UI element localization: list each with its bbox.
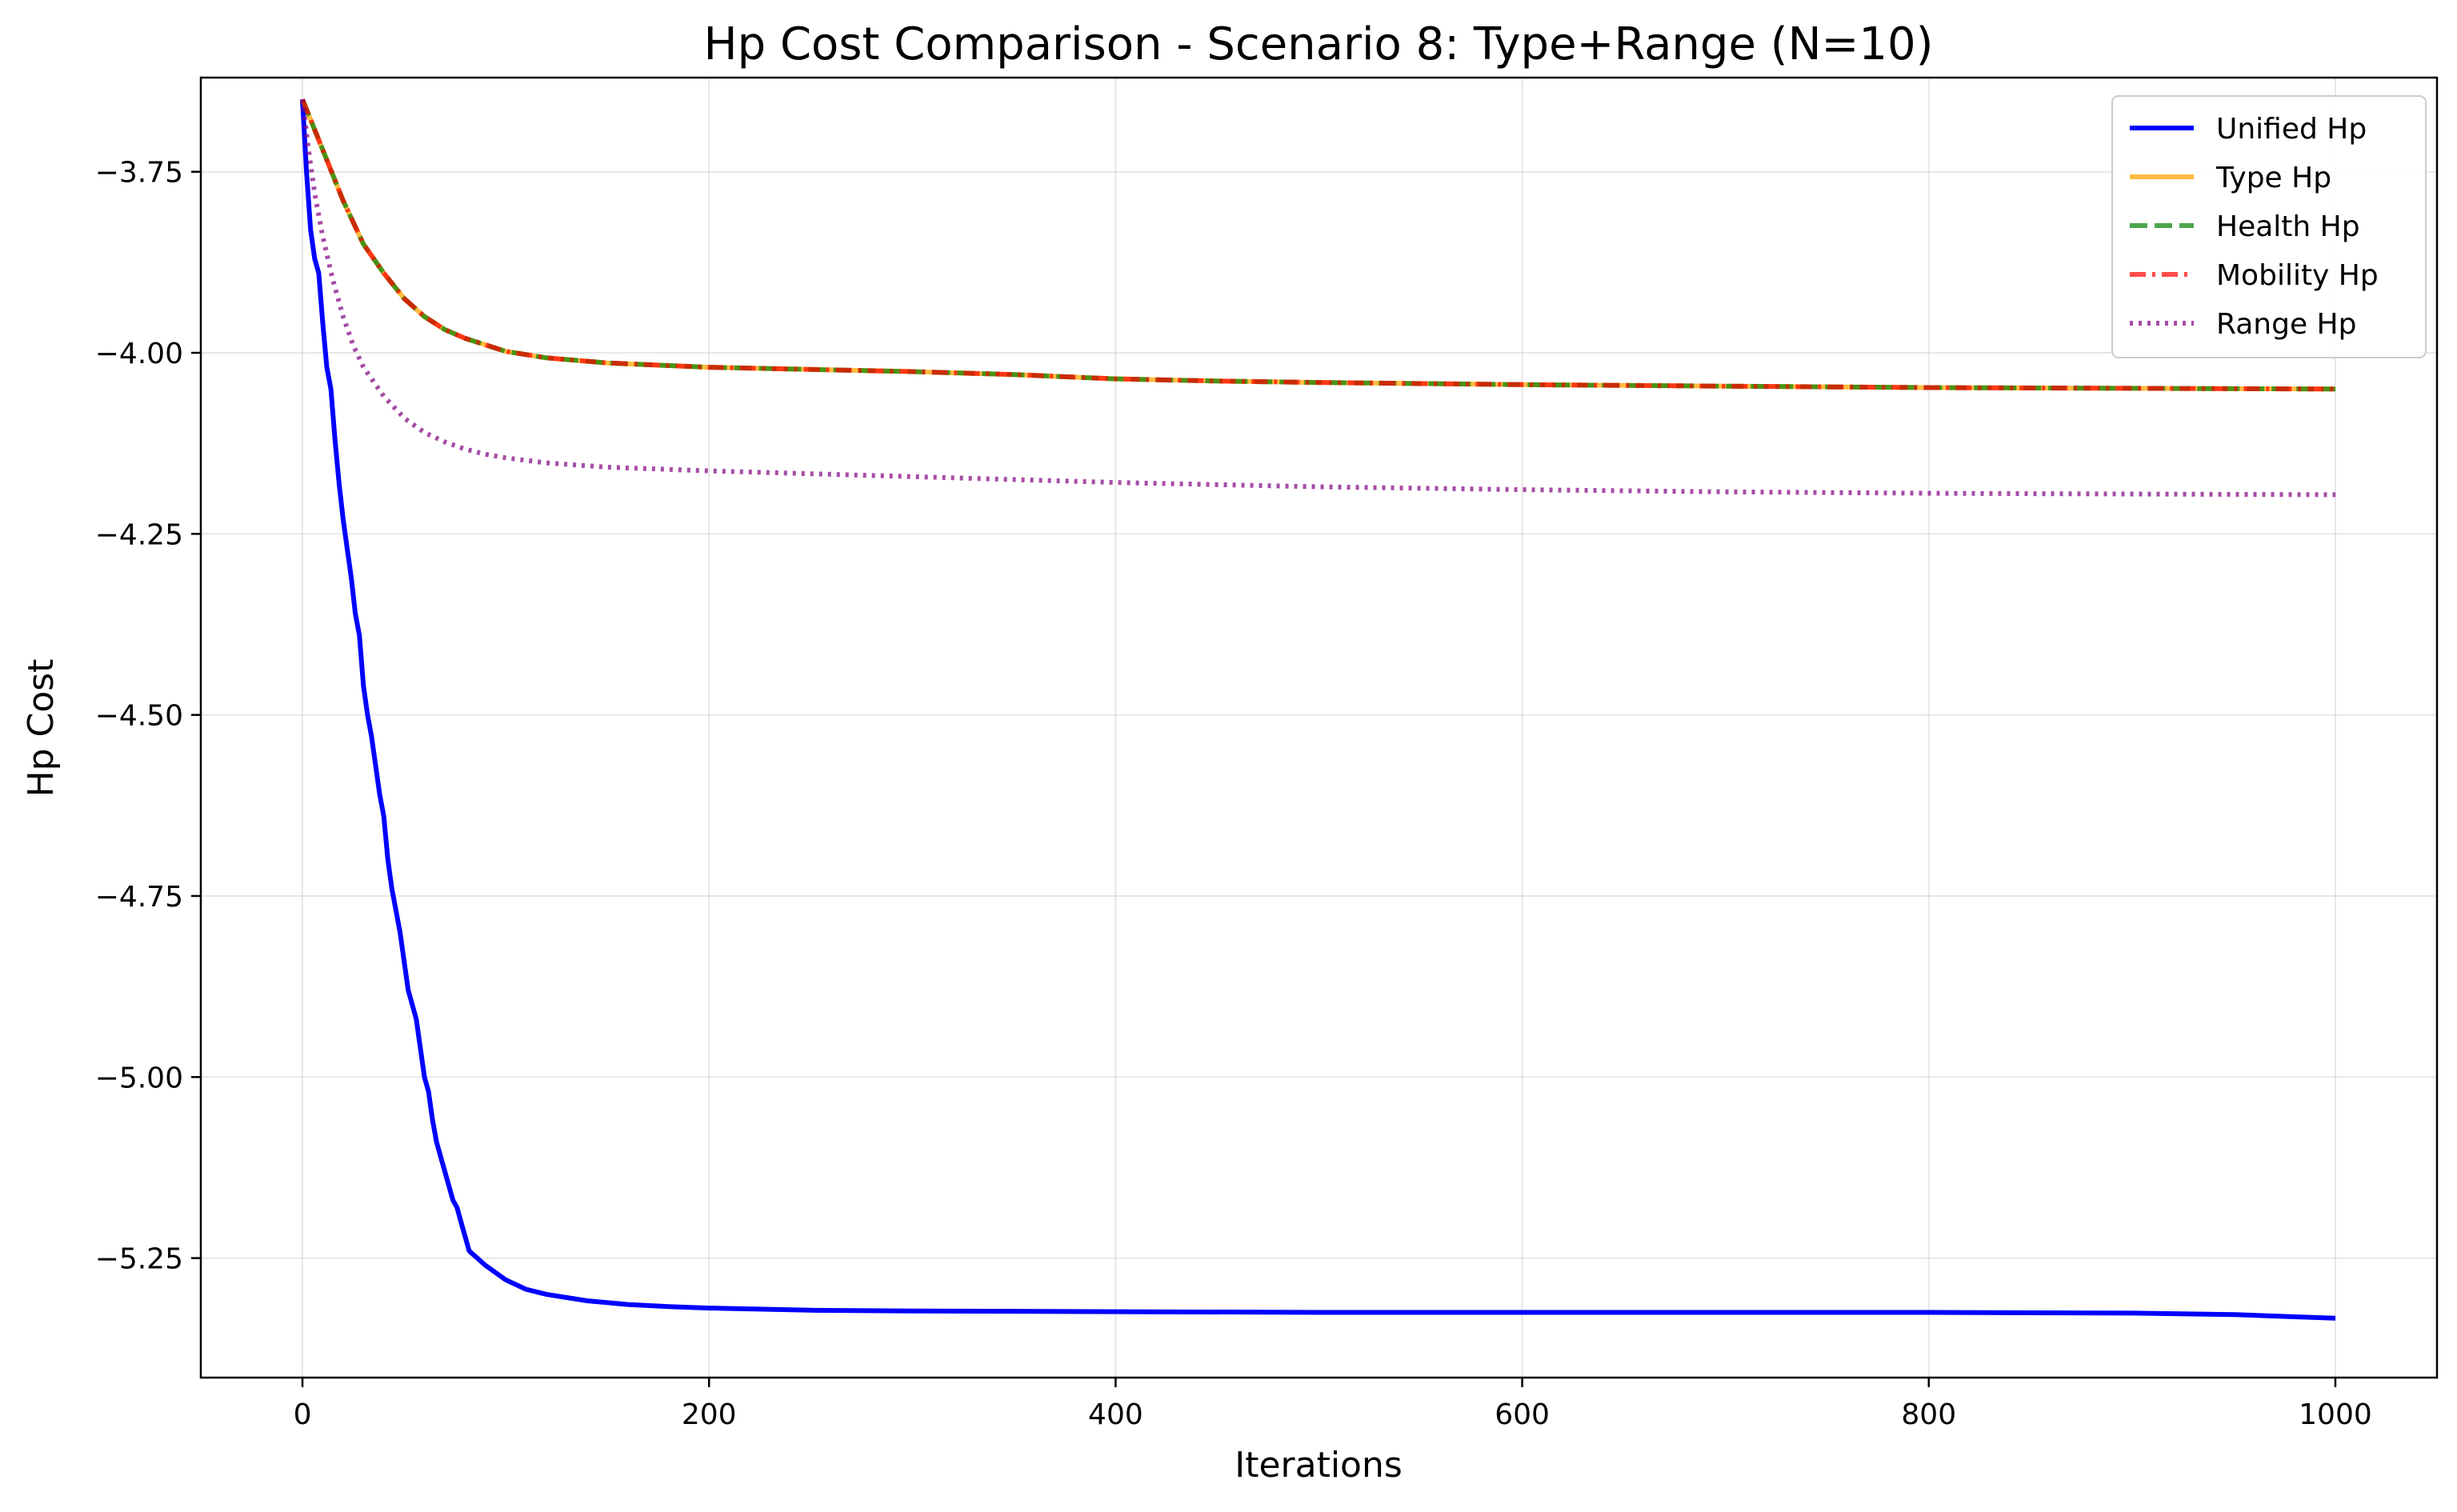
legend-label: Health Hp bbox=[2216, 210, 2360, 243]
y-tick-label: −4.00 bbox=[95, 338, 183, 370]
x-tick-label: 800 bbox=[1901, 1398, 1956, 1431]
series-line-mobility-hp bbox=[300, 98, 2336, 392]
y-tick-label: −4.75 bbox=[95, 881, 183, 914]
axis-ticks: 0 200 400 600 800 1000 −3.75 −4.00 −4.25 −4.50 −4.… bbox=[95, 157, 2372, 1431]
series-line-range-hp bbox=[300, 98, 2336, 498]
legend-label: Mobility Hp bbox=[2216, 259, 2379, 292]
y-tick-label: −4.25 bbox=[95, 518, 183, 551]
legend-label: Type Hp bbox=[2215, 162, 2331, 194]
y-tick-label: −4.50 bbox=[95, 700, 183, 733]
chart-title: Hp Cost Comparison - Scenario 8: Type+Ra… bbox=[704, 18, 1934, 70]
legend-label: Unified Hp bbox=[2216, 113, 2367, 146]
y-tick-label: −5.25 bbox=[95, 1243, 183, 1276]
legend-frame bbox=[2111, 95, 2427, 358]
x-tick-label: 400 bbox=[1088, 1398, 1143, 1431]
plot-frame bbox=[199, 76, 2439, 1379]
x-tick-label: 0 bbox=[294, 1398, 312, 1431]
y-axis-label: Hp Cost bbox=[21, 659, 62, 798]
x-tick-label: 200 bbox=[682, 1398, 737, 1431]
legend: Unified Hp Type Hp Health Hp Mobility Hp Ran… bbox=[2111, 95, 2427, 358]
x-tick-label: 600 bbox=[1495, 1398, 1550, 1431]
legend-label: Range Hp bbox=[2216, 308, 2356, 341]
y-tick-label: −3.75 bbox=[95, 157, 183, 190]
series-lines bbox=[300, 98, 2336, 1321]
y-tick-label: −5.00 bbox=[95, 1062, 183, 1094]
x-tick-label: 1000 bbox=[2299, 1398, 2372, 1431]
x-axis-label: Iterations bbox=[1235, 1445, 1403, 1486]
series-line-unified-hp bbox=[300, 99, 2336, 1321]
series-line-health-hp bbox=[300, 98, 2336, 392]
